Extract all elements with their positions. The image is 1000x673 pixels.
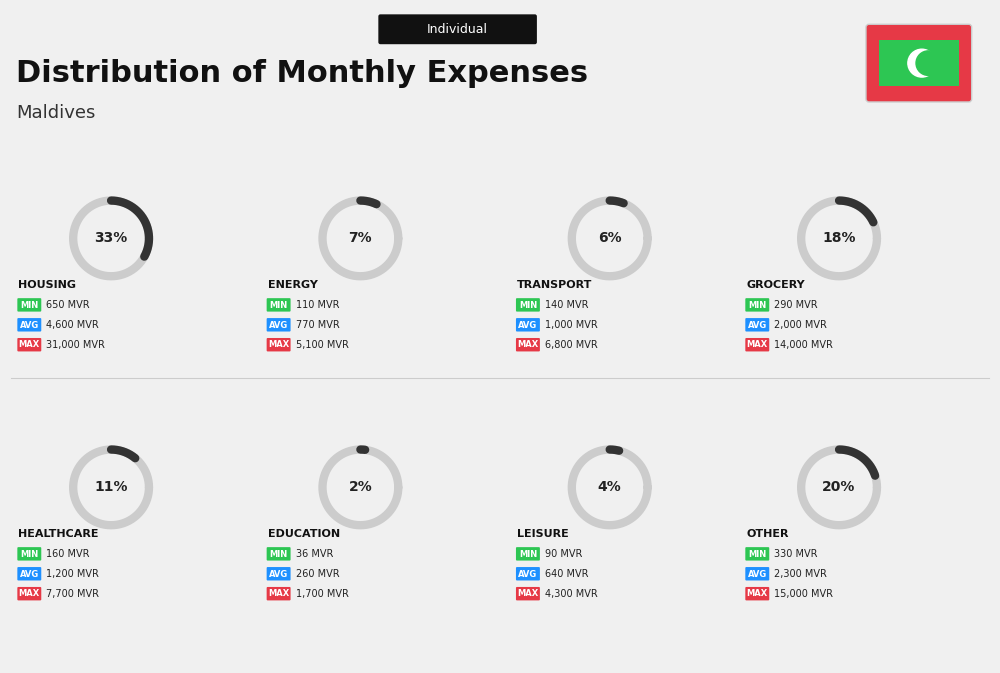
Text: MAX: MAX (517, 341, 539, 349)
Text: AVG: AVG (269, 320, 288, 330)
Text: ENERGY: ENERGY (268, 280, 318, 290)
FancyBboxPatch shape (267, 547, 291, 561)
Text: MIN: MIN (748, 550, 766, 559)
Text: 11%: 11% (94, 481, 128, 495)
FancyBboxPatch shape (516, 298, 540, 312)
Text: 6,800 MVR: 6,800 MVR (545, 340, 598, 350)
FancyBboxPatch shape (516, 547, 540, 561)
FancyBboxPatch shape (516, 567, 540, 581)
Text: 2,300 MVR: 2,300 MVR (774, 569, 827, 579)
FancyBboxPatch shape (745, 338, 769, 351)
Text: MAX: MAX (19, 590, 40, 598)
Text: 4%: 4% (598, 481, 622, 495)
Text: 31,000 MVR: 31,000 MVR (46, 340, 105, 350)
Text: AVG: AVG (518, 569, 538, 579)
Text: TRANSPORT: TRANSPORT (517, 280, 592, 290)
Text: 20%: 20% (822, 481, 856, 495)
Text: AVG: AVG (748, 569, 767, 579)
Text: GROCERY: GROCERY (746, 280, 805, 290)
Text: MIN: MIN (20, 301, 38, 310)
Text: 4,300 MVR: 4,300 MVR (545, 589, 598, 599)
FancyBboxPatch shape (516, 338, 540, 351)
Text: 33%: 33% (94, 232, 128, 246)
FancyBboxPatch shape (17, 587, 41, 600)
Text: 5,100 MVR: 5,100 MVR (296, 340, 348, 350)
Text: HOUSING: HOUSING (18, 280, 76, 290)
Text: 160 MVR: 160 MVR (46, 549, 90, 559)
Text: MIN: MIN (519, 301, 537, 310)
Text: 1,000 MVR: 1,000 MVR (545, 320, 598, 330)
Text: MAX: MAX (268, 341, 289, 349)
Bar (879, 40, 959, 86)
Text: 1,200 MVR: 1,200 MVR (46, 569, 99, 579)
Text: 7,700 MVR: 7,700 MVR (46, 589, 99, 599)
Text: 1,700 MVR: 1,700 MVR (296, 589, 348, 599)
Circle shape (916, 51, 941, 75)
Text: 640 MVR: 640 MVR (545, 569, 588, 579)
Text: Individual: Individual (427, 23, 488, 36)
Text: AVG: AVG (20, 569, 39, 579)
FancyBboxPatch shape (745, 318, 769, 332)
FancyBboxPatch shape (17, 547, 41, 561)
Text: 110 MVR: 110 MVR (296, 300, 339, 310)
FancyBboxPatch shape (267, 587, 291, 600)
FancyBboxPatch shape (17, 338, 41, 351)
Text: Maldives: Maldives (16, 104, 96, 122)
Text: 260 MVR: 260 MVR (296, 569, 339, 579)
Text: MAX: MAX (19, 341, 40, 349)
Text: AVG: AVG (518, 320, 538, 330)
FancyBboxPatch shape (745, 587, 769, 600)
FancyBboxPatch shape (745, 567, 769, 581)
Text: LEISURE: LEISURE (517, 529, 569, 539)
Text: 18%: 18% (822, 232, 856, 246)
Text: OTHER: OTHER (746, 529, 789, 539)
Text: MAX: MAX (747, 341, 768, 349)
FancyBboxPatch shape (378, 14, 537, 44)
Text: HEALTHCARE: HEALTHCARE (18, 529, 99, 539)
Text: 650 MVR: 650 MVR (46, 300, 90, 310)
FancyBboxPatch shape (516, 587, 540, 600)
Text: MIN: MIN (269, 301, 288, 310)
FancyBboxPatch shape (866, 24, 972, 102)
Text: 290 MVR: 290 MVR (774, 300, 818, 310)
Text: Distribution of Monthly Expenses: Distribution of Monthly Expenses (16, 59, 588, 88)
Text: MAX: MAX (517, 590, 539, 598)
Text: MIN: MIN (20, 550, 38, 559)
Text: 140 MVR: 140 MVR (545, 300, 588, 310)
Text: MAX: MAX (268, 590, 289, 598)
FancyBboxPatch shape (267, 567, 291, 581)
FancyBboxPatch shape (17, 298, 41, 312)
Text: MIN: MIN (748, 301, 766, 310)
Text: 90 MVR: 90 MVR (545, 549, 582, 559)
Text: 4,600 MVR: 4,600 MVR (46, 320, 99, 330)
Text: 15,000 MVR: 15,000 MVR (774, 589, 833, 599)
FancyBboxPatch shape (17, 567, 41, 581)
FancyBboxPatch shape (267, 298, 291, 312)
Text: EDUCATION: EDUCATION (268, 529, 340, 539)
Text: 7%: 7% (349, 232, 372, 246)
FancyBboxPatch shape (267, 338, 291, 351)
Text: 14,000 MVR: 14,000 MVR (774, 340, 833, 350)
Text: MIN: MIN (269, 550, 288, 559)
Text: MAX: MAX (747, 590, 768, 598)
Text: 330 MVR: 330 MVR (774, 549, 818, 559)
Text: MIN: MIN (519, 550, 537, 559)
Text: 2,000 MVR: 2,000 MVR (774, 320, 827, 330)
Text: AVG: AVG (748, 320, 767, 330)
Text: 770 MVR: 770 MVR (296, 320, 339, 330)
Text: 6%: 6% (598, 232, 622, 246)
FancyBboxPatch shape (745, 298, 769, 312)
Text: AVG: AVG (269, 569, 288, 579)
Text: 2%: 2% (349, 481, 372, 495)
FancyBboxPatch shape (17, 318, 41, 332)
Text: AVG: AVG (20, 320, 39, 330)
Circle shape (908, 49, 936, 77)
Text: 36 MVR: 36 MVR (296, 549, 333, 559)
FancyBboxPatch shape (267, 318, 291, 332)
FancyBboxPatch shape (516, 318, 540, 332)
FancyBboxPatch shape (745, 547, 769, 561)
